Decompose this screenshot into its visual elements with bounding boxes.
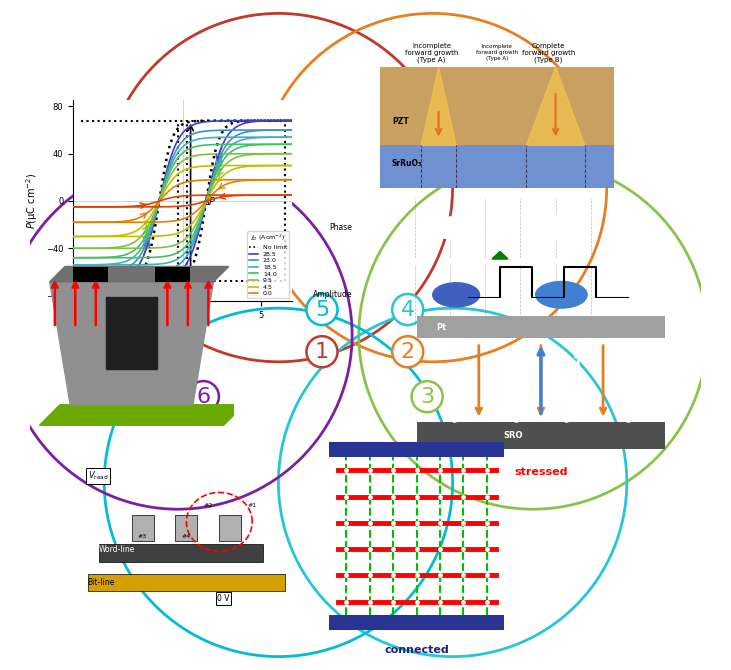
Polygon shape [492,251,508,259]
Text: ⊕: ⊕ [450,416,458,425]
Text: #2: #2 [204,503,213,509]
FancyBboxPatch shape [175,515,197,541]
FancyBboxPatch shape [380,145,614,188]
Text: $\Delta P$: $\Delta P$ [202,195,216,207]
Text: ⊕: ⊕ [624,416,632,425]
Text: connected: connected [385,645,449,655]
Text: 5: 5 [315,299,329,320]
FancyBboxPatch shape [329,442,504,457]
Text: $V_{\rm read}$: $V_{\rm read}$ [88,470,108,482]
Text: stressed: stressed [514,466,568,476]
Text: SRO: SRO [504,431,523,440]
Circle shape [530,214,581,241]
FancyBboxPatch shape [380,67,614,145]
Circle shape [536,281,587,308]
FancyBboxPatch shape [417,422,665,449]
Text: Phase: Phase [329,223,352,232]
Text: 1: 1 [315,342,329,362]
Circle shape [429,217,471,239]
Polygon shape [329,616,504,630]
Polygon shape [39,405,244,425]
Text: Complete
forward growth
(Type B): Complete forward growth (Type B) [522,43,575,64]
FancyBboxPatch shape [417,316,665,338]
Text: #3: #3 [138,534,147,539]
Text: PZT: PZT [392,117,409,126]
FancyBboxPatch shape [155,267,190,282]
X-axis label: $V\mathrm{(V)}$: $V\mathrm{(V)}$ [172,326,194,339]
FancyBboxPatch shape [73,267,108,282]
Text: 0 V: 0 V [217,594,230,603]
Y-axis label: $P\mathrm{(\mu C\ cm^{-2})}$: $P\mathrm{(\mu C\ cm^{-2})}$ [24,173,40,229]
FancyBboxPatch shape [329,615,504,630]
Legend: No limit, 28.5, 23.0, 18.5, 14.0, 9.5, 4.5, 0.0: No limit, 28.5, 23.0, 18.5, 14.0, 9.5, 4… [246,231,289,298]
Text: Amplitude: Amplitude [313,290,352,299]
Text: Pt: Pt [436,323,447,332]
Polygon shape [421,67,456,145]
Text: Bit-line: Bit-line [88,578,115,587]
Text: 6: 6 [197,387,211,407]
Text: 2: 2 [401,342,414,362]
FancyBboxPatch shape [99,544,263,561]
Polygon shape [50,282,213,405]
Polygon shape [50,267,229,282]
Polygon shape [526,67,585,145]
Polygon shape [106,297,157,369]
Text: #4: #4 [182,534,191,539]
Text: Word-line: Word-line [99,545,135,555]
Circle shape [433,283,480,307]
Text: #1: #1 [248,503,257,509]
Text: Incomplete
forward growth
(Type A): Incomplete forward growth (Type A) [405,43,458,64]
FancyBboxPatch shape [219,515,241,541]
Text: Incomplete
forward growth
(Type A): Incomplete forward growth (Type A) [476,44,518,61]
Text: SrRuO₃: SrRuO₃ [392,159,423,168]
Text: 4: 4 [401,299,414,320]
FancyBboxPatch shape [132,515,154,541]
Text: ⊕: ⊕ [512,416,520,425]
Polygon shape [329,442,504,456]
FancyBboxPatch shape [88,574,285,591]
Text: 3: 3 [420,387,434,407]
Text: ⊕: ⊕ [562,416,569,425]
